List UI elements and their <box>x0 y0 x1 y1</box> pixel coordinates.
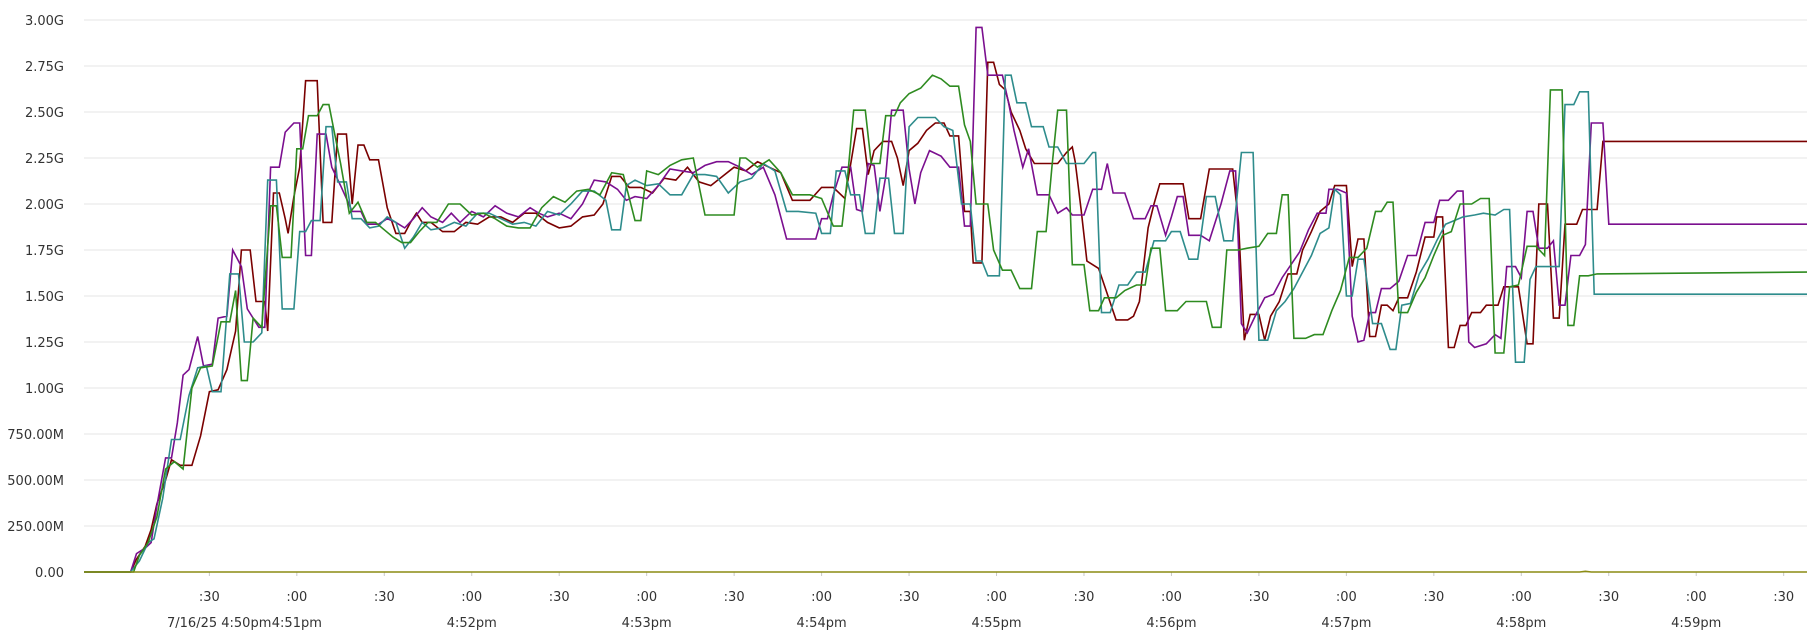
x-tick-sublabel: 4:59pm <box>1671 616 1721 631</box>
x-tick-sublabel: 4:57pm <box>1321 616 1371 631</box>
y-tick-label: 2.50G <box>25 106 64 121</box>
y-tick-label: 500.00M <box>7 474 64 489</box>
series-line-1 <box>84 61 1807 573</box>
series-line-3 <box>84 74 1807 573</box>
x-tick-label: :30 <box>374 590 395 605</box>
y-tick-label: 1.00G <box>25 382 64 397</box>
x-tick-sublabel: 4:54pm <box>797 616 847 631</box>
x-tick-sublabel: 7/16/25 4:50pm <box>167 616 271 631</box>
series-line-5 <box>84 570 1807 573</box>
x-tick-label: :30 <box>1423 590 1444 605</box>
x-tick-label: :00 <box>1511 590 1532 605</box>
x-tick-label: :00 <box>636 590 657 605</box>
x-tick-sublabel: 4:52pm <box>447 616 497 631</box>
x-tick-label: :30 <box>199 590 220 605</box>
x-tick-label: :00 <box>461 590 482 605</box>
x-tick-label: :00 <box>1161 590 1182 605</box>
series-group <box>84 26 1807 573</box>
x-tick-label: :30 <box>899 590 920 605</box>
x-tick-label: :30 <box>724 590 745 605</box>
x-tick-sublabel: 4:51pm <box>272 616 322 631</box>
y-tick-label: 0.00 <box>35 566 64 581</box>
y-tick-label: 1.50G <box>25 290 64 305</box>
series-line-4 <box>84 74 1807 573</box>
y-tick-label: 2.75G <box>25 60 64 75</box>
y-axis: 0.00 250.00M 500.00M 750.00M 1.00G 1.25G 1.50G… <box>7 14 64 581</box>
x-tick-label: :30 <box>1074 590 1095 605</box>
x-tick-label: :00 <box>286 590 307 605</box>
y-tick-label: 2.25G <box>25 152 64 167</box>
y-tick-label: 750.00M <box>7 428 64 443</box>
x-tick-label: :00 <box>986 590 1007 605</box>
y-tick-label: 3.00G <box>25 14 64 29</box>
x-tick-label: :30 <box>549 590 570 605</box>
series-line-2 <box>84 26 1807 573</box>
x-tick-label: :30 <box>1598 590 1619 605</box>
x-tick-label: :00 <box>811 590 832 605</box>
gridlines <box>84 19 1807 573</box>
y-tick-label: 250.00M <box>7 520 64 535</box>
y-tick-label: 1.75G <box>25 244 64 259</box>
x-tick-label: :30 <box>1248 590 1269 605</box>
x-tick-sublabel: 4:53pm <box>622 616 672 631</box>
x-tick-label: :00 <box>1686 590 1707 605</box>
x-tick-sublabel: 4:58pm <box>1496 616 1546 631</box>
y-tick-label: 1.25G <box>25 336 64 351</box>
x-axis: :30 7/16/25 4:50pm :00 4:51pm :30 :00 4:52pm :3… <box>167 572 1794 631</box>
y-tick-label: 2.00G <box>25 198 64 213</box>
x-tick-label: :30 <box>1773 590 1794 605</box>
x-tick-label: :00 <box>1336 590 1357 605</box>
x-tick-sublabel: 4:56pm <box>1146 616 1196 631</box>
x-tick-sublabel: 4:55pm <box>971 616 1021 631</box>
